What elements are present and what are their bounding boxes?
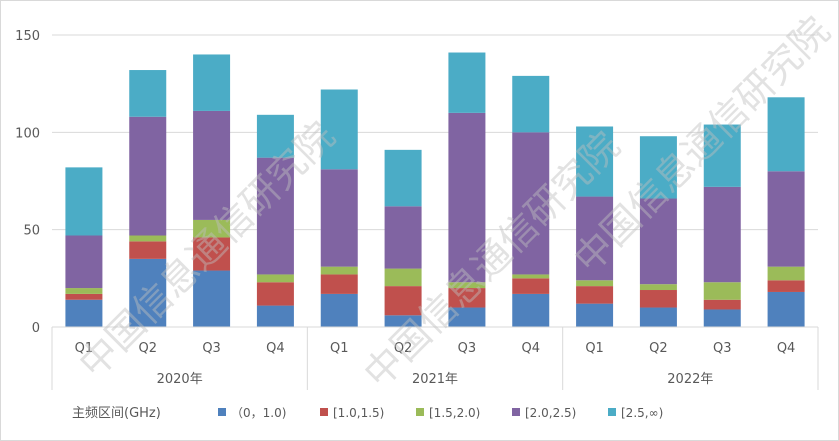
bar-segment — [129, 258, 167, 327]
legend-label: [2.5,∞) — [621, 406, 663, 420]
bar-segment — [576, 303, 614, 327]
bar-segment — [193, 110, 231, 220]
x-tick-label: Q3 — [713, 341, 732, 356]
bar-segment — [512, 293, 550, 327]
year-group-label: 2021年 — [412, 372, 458, 387]
bar-segment — [129, 116, 167, 236]
legend-swatch — [320, 408, 328, 416]
bar-segment — [767, 266, 805, 281]
legend-swatch — [416, 408, 424, 416]
legend-swatch — [608, 408, 616, 416]
bar-segment — [193, 219, 231, 238]
x-tick-label: Q1 — [75, 341, 94, 356]
bar-segment — [767, 97, 805, 172]
bar-segment — [384, 268, 422, 287]
legend: 主频区间(GHz) （0，1.0) [1.0,1.5) [1.5,2.0) [2.0,2… — [72, 406, 663, 421]
bar-segment — [256, 157, 294, 275]
bar-segment — [193, 237, 231, 271]
bar-segment — [65, 235, 103, 289]
bar-segment — [320, 266, 358, 275]
bar-segment — [767, 280, 805, 292]
x-axis: Q1 Q2 Q3 Q4 Q1 Q2 Q3 Q4 Q1 Q2 Q3 Q4 2020年 2021年 2022年 — [51, 326, 819, 390]
bar-segment — [65, 288, 103, 294]
x-tick-label: Q4 — [266, 341, 285, 356]
bar-segment — [639, 290, 677, 308]
legend-swatch — [218, 408, 226, 416]
bar-segment — [639, 198, 677, 285]
bar-segment — [65, 167, 103, 236]
y-axis: 0 50 100 150 — [15, 29, 40, 336]
bar-segment — [767, 171, 805, 267]
bar-segment — [512, 132, 550, 275]
bar-segment — [384, 206, 422, 269]
bar-segment — [576, 286, 614, 304]
bar-segment — [512, 75, 550, 133]
legend-label: [1.5,2.0) — [429, 406, 480, 420]
bar-segment — [129, 241, 167, 259]
bar-segment — [193, 270, 231, 327]
bar-segment — [703, 309, 741, 327]
bar-segment — [320, 274, 358, 294]
y-tick-label: 100 — [15, 126, 40, 141]
y-tick-label: 0 — [32, 321, 40, 336]
bar-segment — [639, 284, 677, 291]
bar-segment — [384, 286, 422, 316]
y-tick-label: 150 — [15, 29, 40, 44]
bar-segment — [256, 282, 294, 306]
bar-segment — [129, 70, 167, 117]
bar-segment — [320, 169, 358, 267]
x-tick-label: Q3 — [458, 341, 477, 356]
x-tick-label: Q4 — [777, 341, 796, 356]
year-group-label: 2022年 — [667, 372, 713, 387]
bar-segment — [512, 274, 550, 279]
x-tick-label: Q4 — [521, 341, 540, 356]
bar-segment — [448, 307, 486, 327]
bar-segment — [193, 54, 231, 111]
year-group-label: 2020年 — [157, 372, 203, 387]
legend-label: [1.0,1.5) — [333, 406, 384, 420]
bar-segment — [576, 196, 614, 281]
bar-segment — [256, 114, 294, 158]
bar-segment — [320, 293, 358, 327]
legend-title: 主频区间(GHz) — [72, 406, 161, 421]
bar-segment — [256, 274, 294, 283]
bar-segment — [129, 235, 167, 242]
bar-segment — [639, 136, 677, 199]
bars — [65, 52, 805, 327]
bar-segment — [384, 149, 422, 207]
bar-segment — [576, 280, 614, 287]
x-tick-label: Q3 — [202, 341, 221, 356]
y-tick-label: 50 — [23, 224, 40, 239]
bar-segment — [65, 293, 103, 300]
bar-segment — [448, 288, 486, 308]
x-tick-label: Q1 — [330, 341, 349, 356]
bar-segment — [320, 89, 358, 170]
bar-segment — [512, 278, 550, 294]
bar-segment — [576, 126, 614, 197]
bar-segment — [256, 305, 294, 327]
bar-segment — [448, 112, 486, 283]
bar-segment — [65, 299, 103, 327]
legend-label: （0，1.0) — [231, 406, 286, 420]
bar-segment — [448, 282, 486, 289]
bar-segment — [448, 52, 486, 113]
bar-segment — [703, 186, 741, 283]
legend-swatch — [512, 408, 520, 416]
bar-segment — [767, 291, 805, 327]
x-tick-label: Q2 — [394, 341, 413, 356]
x-tick-label: Q1 — [585, 341, 604, 356]
x-tick-label: Q2 — [138, 341, 157, 356]
bar-segment — [384, 315, 422, 327]
x-tick-label: Q2 — [649, 341, 668, 356]
bar-segment — [703, 124, 741, 187]
legend-label: [2.0,2.5) — [525, 406, 576, 420]
bar-segment — [703, 282, 741, 300]
bar-segment — [703, 299, 741, 310]
bar-segment — [639, 307, 677, 327]
